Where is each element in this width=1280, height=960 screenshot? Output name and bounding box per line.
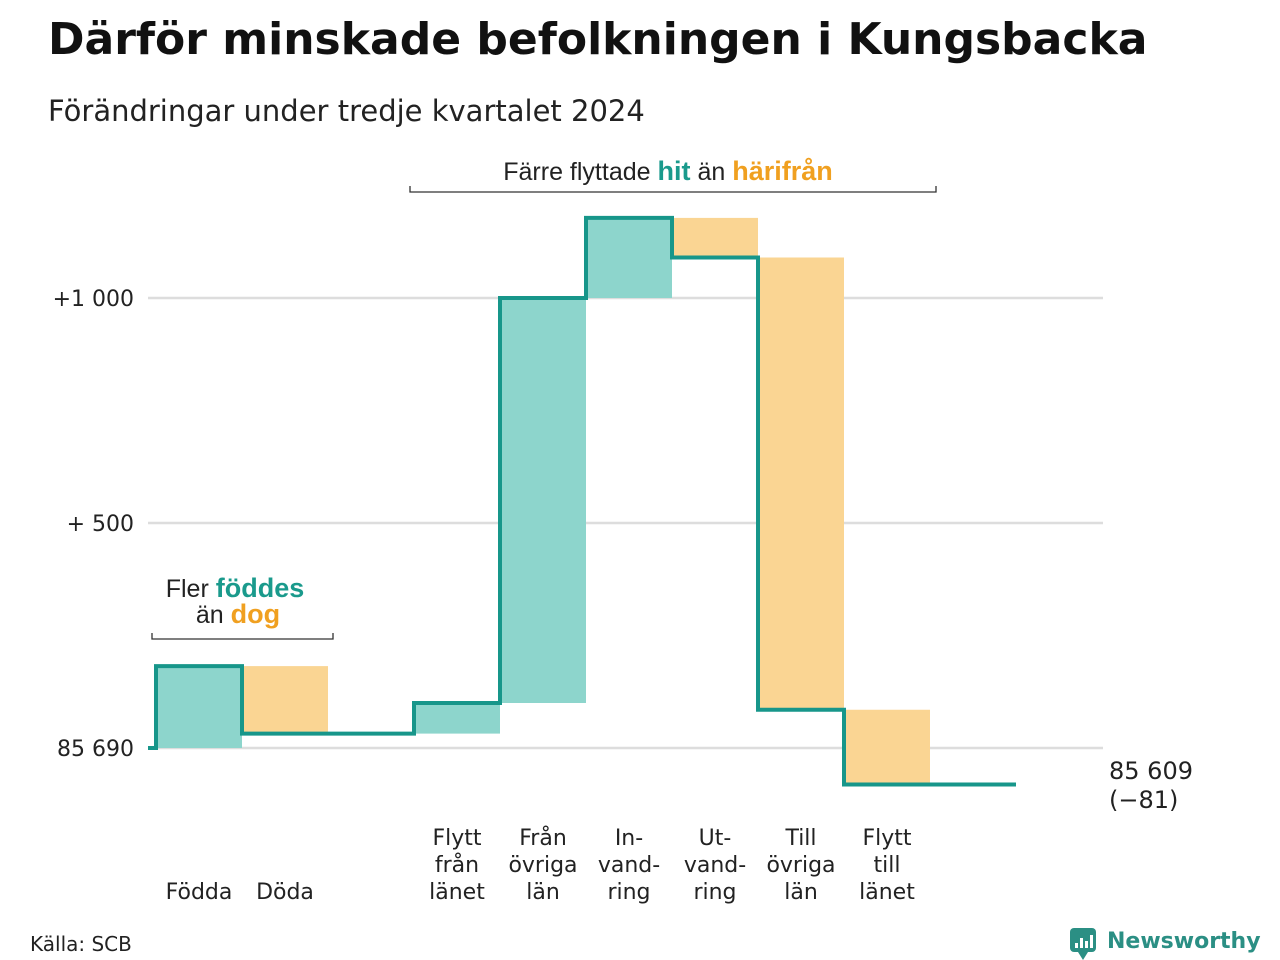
moves-mid: än (697, 158, 725, 186)
category-label: från (435, 852, 479, 878)
source-note: Källa: SCB (30, 932, 132, 956)
moves-annotation: Färre flyttade hit än härifrån (409, 156, 937, 193)
category-label: län (784, 880, 818, 905)
end-value-label: 85 609 (1109, 757, 1193, 785)
moves-annotation-text: Färre flyttade hit än härifrån (503, 156, 832, 186)
step-line (148, 215, 1016, 787)
y-tick-label: +1 000 (53, 287, 134, 312)
newsworthy-wordmark: Newsworthy (1107, 929, 1261, 954)
category-label: vand- (598, 853, 660, 878)
moves-teal: hit (657, 156, 690, 186)
births-bracket (151, 633, 334, 640)
births-orange: dog (231, 599, 280, 629)
category-label: Flytt (862, 826, 911, 851)
y-tick-label: 85 690 (57, 737, 134, 762)
births-annotation-line2: än dog (196, 599, 280, 629)
moves-prefix: Färre flyttade (503, 158, 650, 186)
increase-bar (156, 666, 242, 748)
end-change-label: (−81) (1109, 786, 1178, 814)
category-label: län (526, 880, 560, 905)
births-annotation: Fler föddes än dog (151, 573, 334, 640)
category-label: övriga (508, 853, 577, 878)
category-label: Till (784, 826, 816, 851)
y-tick-label: + 500 (67, 512, 134, 537)
category-label: Flytt (432, 826, 481, 851)
level-step-line (148, 215, 1016, 787)
category-label: ring (607, 880, 650, 905)
category-label: till (874, 853, 901, 878)
increase-bar (500, 298, 586, 703)
category-label: Döda (256, 880, 314, 905)
category-label: Från (519, 825, 567, 851)
category-label: länet (429, 880, 485, 905)
increase-bar (586, 217, 672, 298)
category-label: In- (615, 826, 643, 851)
category-label: Födda (166, 880, 233, 905)
chart-subtitle: Förändringar under tredje kvartalet 2024 (48, 94, 645, 128)
births-teal: föddes (216, 573, 305, 603)
decrease-bar (242, 666, 328, 734)
category-label: länet (859, 880, 915, 905)
newsworthy-logo: Newsworthy (1070, 928, 1261, 960)
decrease-bar (672, 217, 758, 258)
decrease-bar (844, 709, 930, 785)
category-label: vand- (684, 853, 746, 878)
category-labels: Födda DödaFlyttfrånlänetFrånövrigalänIn-v… (166, 825, 916, 905)
increase-bar (414, 703, 500, 734)
y-axis-ticks: 85 690 + 500 +1 000 (53, 287, 134, 762)
moves-orange: härifrån (732, 156, 833, 186)
moves-bracket (409, 186, 937, 193)
decrease-bar (758, 257, 844, 710)
category-label: ring (693, 880, 736, 905)
category-label: övriga (766, 853, 835, 878)
chart-title: Därför minskade befolkningen i Kungsback… (48, 14, 1147, 65)
bars (156, 217, 930, 785)
births-prefix: Fler (166, 575, 209, 603)
births-mid: än (196, 601, 224, 629)
births-annotation-line1: Fler föddes (166, 573, 305, 603)
category-label: Ut- (699, 826, 732, 851)
